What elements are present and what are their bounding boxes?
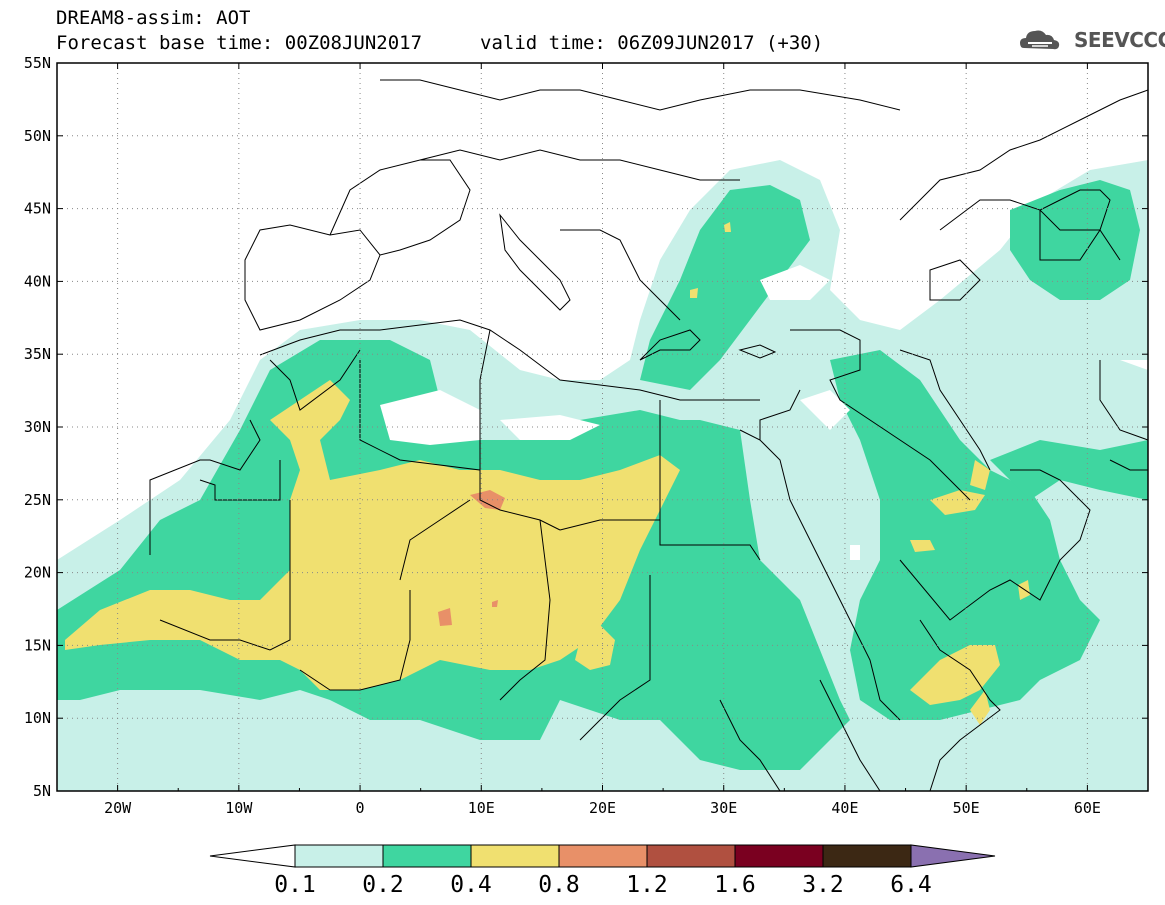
colorbar-segment [822, 844, 912, 868]
clear-patches [380, 265, 860, 560]
lon-tick-label: 60E [1074, 799, 1101, 817]
lon-tick-label: 30E [710, 799, 737, 817]
colorbar-segment [470, 844, 560, 868]
forecast-base-time: Forecast base time: 00Z08JUN2017 [56, 32, 423, 54]
lon-tick-label: 20W [104, 799, 132, 817]
longitude-axis: 20W 10W 0 10E 20E 30E 40E 50E 60E [56, 63, 1149, 817]
lon-tick-label: 50E [953, 799, 980, 817]
lat-tick-label: 40N [24, 272, 51, 290]
colorbar-label: 3.2 [802, 872, 844, 898]
lat-tick-label: 45N [24, 200, 51, 218]
valid-time: valid time: 06Z09JUN2017 (+30) [480, 32, 824, 54]
lon-tick-label: 10W [225, 799, 253, 817]
lat-tick-label: 10N [24, 709, 51, 727]
colorbar-label: 1.6 [714, 872, 756, 898]
lat-tick-label: 25N [24, 491, 51, 509]
latitude-axis: 55N 50N 45N 40N 35N 30N 25N 20N 15N 10N 5N [24, 54, 1148, 800]
lon-tick-label: 40E [831, 799, 858, 817]
colorbar-over-arrow [910, 844, 996, 868]
colorbar-label: 0.2 [362, 872, 404, 898]
graticule [57, 63, 1148, 791]
colorbar-label: 1.2 [626, 872, 668, 898]
colorbar-label: 0.1 [274, 872, 316, 898]
lon-tick-label: 10E [468, 799, 495, 817]
logo-text: SEEVCCC [1074, 28, 1165, 52]
colorbar-segment [734, 844, 824, 868]
lat-tick-label: 15N [24, 636, 51, 654]
cloud-icon [1020, 30, 1060, 50]
colorbar-label: 6.4 [890, 872, 932, 898]
colorbar-label: 0.8 [538, 872, 580, 898]
map-title: DREAM8-assim: AOT [56, 7, 251, 29]
lat-tick-label: 55N [24, 54, 51, 72]
lat-tick-label: 5N [33, 782, 51, 800]
lon-tick-label: 20E [589, 799, 616, 817]
aot-level-0-4 [65, 222, 1030, 725]
colorbar-segment [294, 844, 384, 868]
colorbar-under-arrow [209, 844, 296, 868]
lat-tick-label: 30N [24, 418, 51, 436]
colorbar-segment [646, 844, 736, 868]
lon-tick-label: 0 [356, 799, 365, 817]
country-borders [149, 79, 1148, 791]
colorbar-segment [382, 844, 472, 868]
lat-tick-label: 35N [24, 345, 51, 363]
colorbar-segment [558, 844, 648, 868]
colorbar: 0.1 0.2 0.4 0.8 1.2 1.6 3.2 6.4 [209, 844, 996, 898]
colorbar-label: 0.4 [450, 872, 492, 898]
lat-tick-label: 20N [24, 564, 51, 582]
lat-tick-label: 50N [24, 127, 51, 145]
